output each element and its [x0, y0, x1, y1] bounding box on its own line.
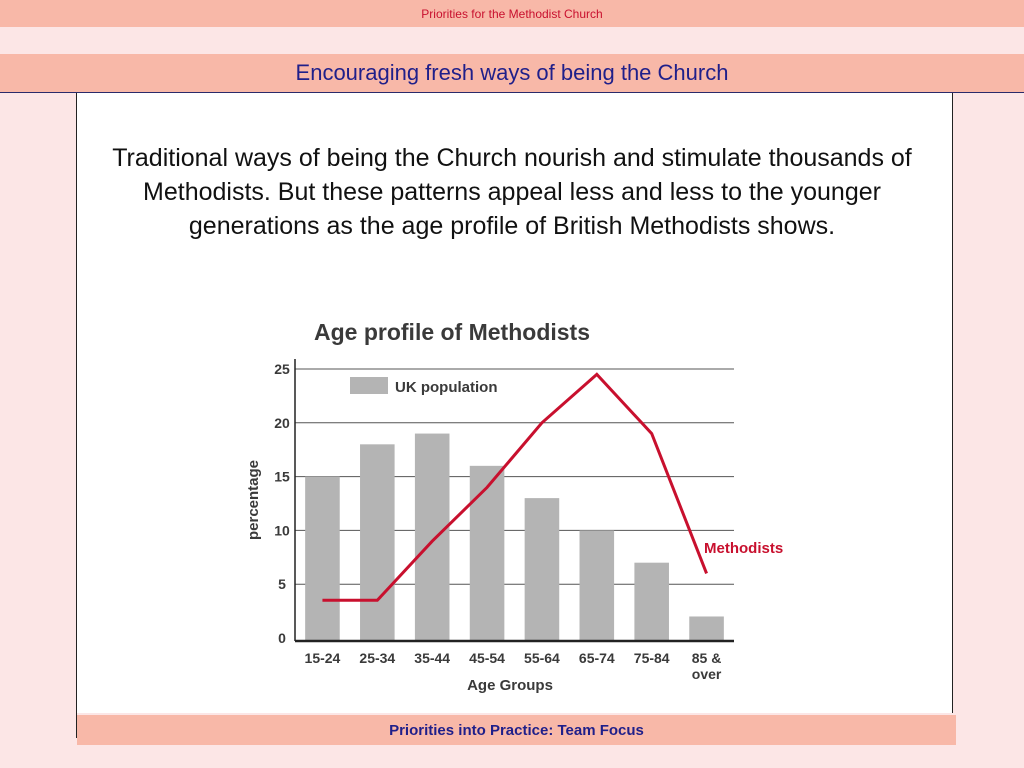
slide-title-bar: Encouraging fresh ways of being the Chur…	[0, 54, 1024, 93]
y-axis-label: percentage	[245, 460, 262, 540]
bar-55-64	[524, 498, 560, 640]
bar-25-34	[360, 444, 395, 640]
slide-series-label: Priorities for the Methodist Church	[421, 6, 603, 21]
x-axis-label: Age Groups	[467, 677, 553, 694]
legend-swatch-uk-population	[350, 377, 388, 394]
x-tick-label: 35-44	[414, 650, 450, 666]
methodists-line	[322, 372, 708, 602]
bar-75-84	[634, 562, 669, 640]
footer-label: Priorities into Practice: Team Focus	[389, 721, 644, 739]
slide-series-bar: Priorities for the Methodist Church	[0, 0, 1024, 27]
bar-85-over	[689, 616, 724, 640]
x-tick-label: 75-84	[634, 650, 670, 666]
content-border-bottom	[76, 713, 77, 738]
x-tick-label: 55-64	[524, 650, 560, 666]
footer-bar: Priorities into Practice: Team Focus	[77, 715, 956, 745]
x-tick-label: 45-54	[469, 650, 505, 666]
x-ticks: 15-24 25-34 35-44 45-54 55-64 65-74 75-84 85 & o…	[305, 650, 722, 682]
y-tick-label: 5	[278, 576, 286, 592]
bar-45-54	[469, 465, 505, 640]
y-tick-label: 20	[274, 415, 290, 431]
chart-title: Age profile of Methodists	[314, 319, 590, 345]
bar-65-74	[579, 530, 615, 640]
y-tick-label: 10	[274, 522, 290, 538]
slide-title: Encouraging fresh ways of being the Chur…	[295, 60, 729, 85]
bar-15-24	[305, 476, 340, 640]
age-profile-chart: Age profile of Methodists 0 5 10 15 20 25 15-…	[245, 319, 783, 694]
x-tick-label: 85 & over	[692, 650, 722, 682]
intro-paragraph: Traditional ways of being the Church nou…	[112, 144, 912, 240]
legend-label-uk-population: UK population	[395, 379, 497, 396]
series-label-methodists: Methodists	[704, 540, 783, 557]
x-tick-label: 65-74	[579, 650, 615, 666]
y-tick-label: 15	[274, 469, 290, 485]
x-tick-label: 25-34	[359, 650, 395, 666]
chart-legend: UK population	[350, 377, 497, 396]
y-ticks: 0 5 10 15 20 25	[274, 361, 290, 646]
content-panel	[76, 93, 953, 713]
bar-35-44	[414, 433, 450, 640]
x-tick-label: 15-24	[305, 650, 341, 666]
bars	[305, 433, 724, 640]
y-tick-label: 25	[274, 361, 290, 377]
y-tick-label: 0	[278, 630, 286, 646]
